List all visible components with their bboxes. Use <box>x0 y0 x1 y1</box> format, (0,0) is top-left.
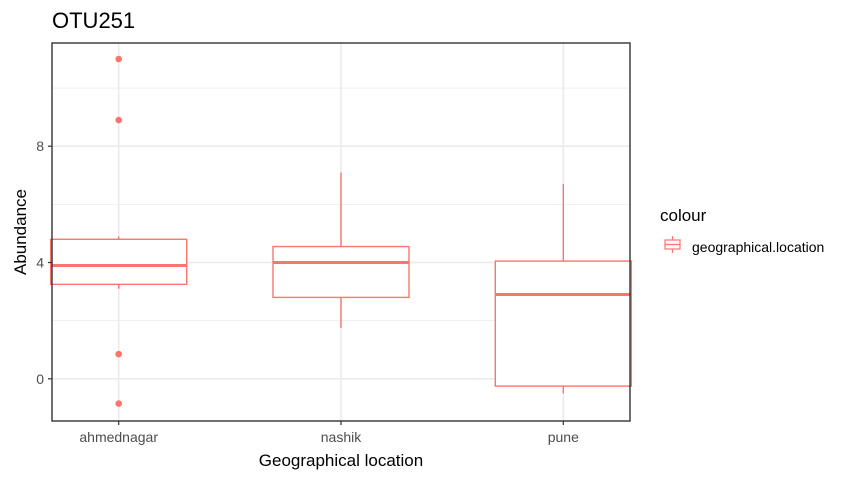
box-iqr <box>49 238 188 286</box>
outlier-point <box>115 116 122 124</box>
legend-label: geographical.location <box>692 239 824 255</box>
legend-key <box>664 236 681 253</box>
outlier-point <box>115 55 122 63</box>
chart-title: OTU251 <box>52 8 135 33</box>
legend: colour geographical.location <box>660 206 824 255</box>
x-tick-label: ahmednagar <box>79 429 158 445</box>
y-tick-label: 8 <box>36 138 44 154</box>
x-axis-title: Geographical location <box>259 451 423 470</box>
box-plots <box>49 55 633 407</box>
box-iqr <box>494 260 633 387</box>
box-pune <box>494 184 633 394</box>
x-tick-label: nashik <box>321 429 362 445</box>
legend-title: colour <box>660 206 707 225</box>
outlier-point <box>115 400 122 407</box>
y-tick-label: 0 <box>36 371 44 387</box>
box-nashik <box>272 172 410 328</box>
x-tick-label: pune <box>548 429 579 445</box>
y-axis-title: Abundance <box>11 189 30 275</box>
x-axis: ahmednagar nashik pune <box>79 421 579 445</box>
box-ahmednagar <box>49 55 188 407</box>
outlier-point <box>115 350 122 358</box>
y-tick-label: 4 <box>36 255 44 271</box>
box-iqr <box>272 245 410 299</box>
y-axis: 0 4 8 <box>36 138 52 387</box>
